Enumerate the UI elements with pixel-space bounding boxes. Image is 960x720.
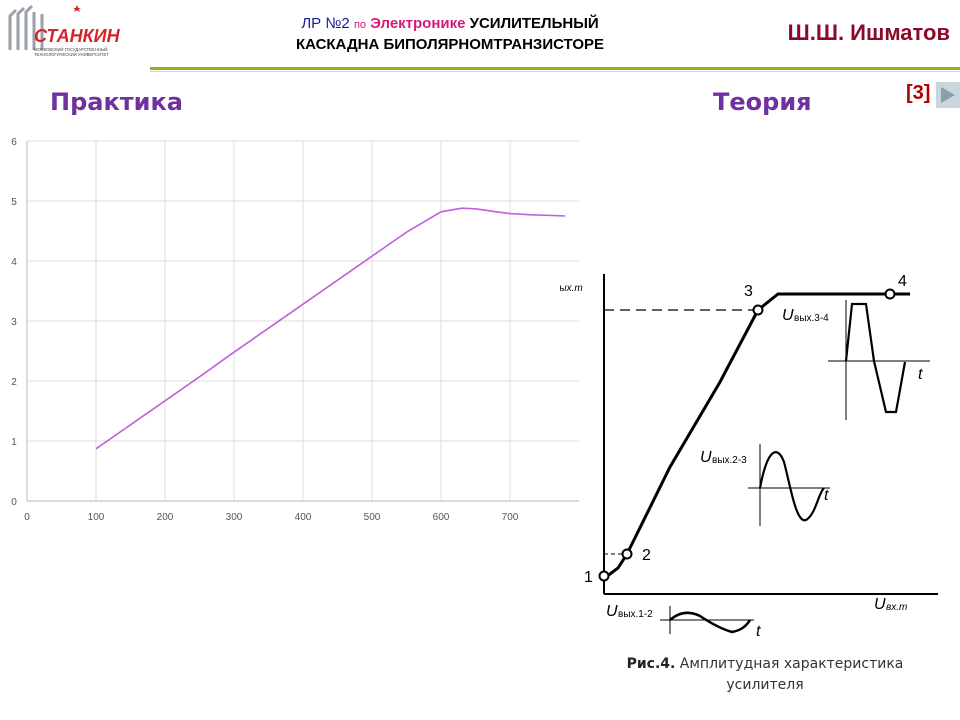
svg-text:U: U <box>700 449 712 466</box>
caption-number: Рис.4. <box>626 656 676 672</box>
time-label-2-3: t <box>824 487 829 504</box>
header-divider-light <box>150 71 960 72</box>
author-name: Ш.Ш. Ишматов <box>787 20 950 45</box>
y-axis-label-sub: вых.m <box>560 283 583 294</box>
y-tick-label: 2 <box>11 377 17 388</box>
y-tick-label: 1 <box>11 437 17 448</box>
header-divider <box>150 67 960 70</box>
point-2-label: 2 <box>642 547 651 564</box>
theory-heading: Теория <box>713 88 812 116</box>
x-tick-label: 500 <box>364 512 381 523</box>
practice-chart: 0 100 200 300 400 500 600 700 0 1 2 3 4 5 6 <box>11 137 579 523</box>
inset-label-3-4: вых.3-4 <box>794 313 829 324</box>
y-tick-label: 6 <box>11 137 17 148</box>
logo-text: СТАНКИН <box>34 26 121 46</box>
play-arrow-icon <box>941 87 955 103</box>
y-tick-label: 4 <box>11 257 17 268</box>
x-axis-label-sub: вх.m <box>886 602 907 613</box>
subject-name: Электронике <box>370 15 466 32</box>
title-preposition: по <box>353 19 367 31</box>
x-tick-label: 0 <box>24 512 30 523</box>
time-label-1-2: t <box>756 623 761 640</box>
inset-label-2-3: вых.2-3 <box>712 455 747 466</box>
amplitude-curve <box>605 292 910 579</box>
svg-text:U: U <box>782 307 794 324</box>
caption-text: Амплитудная характеристика усилителя <box>679 656 904 693</box>
point-1-label: 1 <box>584 569 593 586</box>
y-tick-label: 0 <box>11 497 17 508</box>
x-tick-label: 700 <box>502 512 519 523</box>
series-line <box>95 207 566 450</box>
inset-label-1-2: вых.1-2 <box>618 609 653 620</box>
x-axis-label: U <box>874 596 886 613</box>
x-tick-label: 600 <box>433 512 450 523</box>
stankin-logo: СТАНКИН МОСКОВСКИЙ ГОСУДАРСТВЕННЫЙ ТЕХНО… <box>2 2 130 64</box>
reference-link[interactable]: [3] <box>906 82 931 104</box>
x-tick-label: 300 <box>226 512 243 523</box>
point-4-marker <box>884 288 896 300</box>
point-3-marker <box>752 304 764 316</box>
next-slide-button[interactable] <box>936 82 960 108</box>
x-tick-label: 200 <box>157 512 174 523</box>
x-tick-label: 100 <box>88 512 105 523</box>
time-label-3-4: t <box>918 366 923 383</box>
y-tick-label: 5 <box>11 197 17 208</box>
lab-number: ЛР №2 <box>301 15 350 32</box>
x-tick-label: 400 <box>295 512 312 523</box>
svg-text:МОСКОВСКИЙ ГОСУДАРСТВЕННЫЙ: МОСКОВСКИЙ ГОСУДАРСТВЕННЫЙ <box>34 47 108 52</box>
title-line2: КАСКАДНА БИПОЛЯРНОМТРАНЗИСТОРЕ <box>295 36 605 53</box>
y-tick-label: 3 <box>11 317 17 328</box>
point-3-label: 3 <box>744 283 753 300</box>
figure-caption: Рис.4. Амплитудная характеристика усилит… <box>600 654 930 696</box>
svg-text:U: U <box>606 603 618 620</box>
point-1-marker <box>598 570 610 582</box>
amplitude-characteristic-figure: 1 2 3 4 U вых.m U вх.m U вых.3-4 U вых.2… <box>560 273 938 640</box>
title-line1: УСИЛИТЕЛЬНЫЙ <box>469 15 599 32</box>
point-4-label: 4 <box>898 273 907 290</box>
practice-heading: Практика <box>50 88 183 116</box>
point-2-marker <box>621 548 633 560</box>
svg-text:ТЕХНОЛОГИЧЕСКИЙ УНИВЕРСИТЕТ: ТЕХНОЛОГИЧЕСКИЙ УНИВЕРСИТЕТ <box>34 52 109 57</box>
slide-title: ЛР №2 по Электронике УСИЛИТЕЛЬНЫЙ КАСКАД… <box>190 14 710 55</box>
